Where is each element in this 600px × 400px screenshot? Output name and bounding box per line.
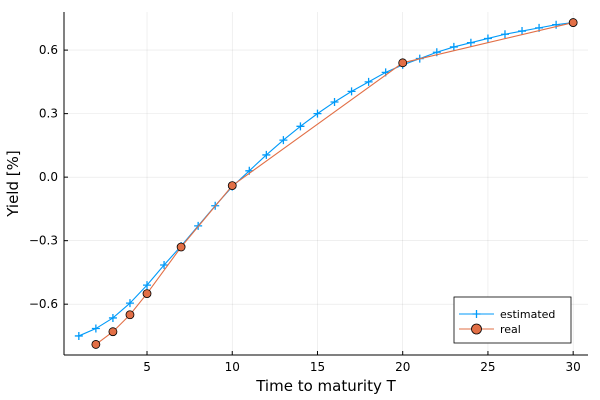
data-point-estimated	[449, 42, 458, 51]
x-tick-label: 25	[480, 360, 495, 374]
data-point-estimated	[483, 34, 492, 43]
data-point-real	[398, 58, 408, 68]
legend-real-label: real	[500, 323, 521, 336]
data-point-real	[108, 327, 118, 337]
data-point-estimated	[296, 122, 305, 131]
data-point-estimated	[160, 261, 169, 270]
legend-box	[453, 296, 572, 344]
data-point-estimated	[74, 331, 83, 340]
data-point-real	[227, 181, 237, 191]
data-point-real	[91, 340, 101, 349]
data-point-real	[125, 310, 135, 320]
y-tick-label: −0.3	[29, 234, 58, 248]
data-point-estimated	[279, 136, 288, 145]
x-tick-label: 10	[225, 360, 240, 374]
data-point-estimated	[125, 299, 134, 308]
y-tick-label: 0.0	[39, 170, 58, 184]
y-tick-label: −0.6	[29, 297, 58, 311]
data-point-estimated	[364, 77, 373, 86]
data-point-estimated	[91, 324, 100, 333]
ticks: 5 10 15 20 25 30 −0.6 −0.3 0.0 0.3 0.6	[29, 43, 581, 374]
data-point-estimated	[262, 150, 271, 159]
legend: estimated real	[453, 296, 572, 344]
x-axis-label: Time to maturity T	[255, 377, 396, 395]
data-point-estimated	[518, 27, 527, 36]
x-tick-label: 30	[566, 360, 581, 374]
axes	[63, 12, 588, 356]
series-line-estimated	[78, 22, 574, 337]
data-point-real	[176, 242, 186, 252]
data-point-estimated	[500, 30, 509, 39]
series-layer	[74, 18, 578, 349]
data-point-estimated	[466, 38, 475, 47]
y-tick-label: 0.6	[39, 43, 58, 57]
x-tick-label: 15	[310, 360, 325, 374]
data-point-estimated	[330, 97, 339, 106]
legend-estimated-marker	[472, 310, 481, 318]
data-point-real	[142, 289, 152, 298]
data-point-estimated	[143, 281, 152, 290]
legend-real-marker	[471, 323, 482, 335]
data-point-real	[568, 18, 578, 27]
x-tick-label: 5	[143, 360, 151, 374]
data-point-estimated	[108, 313, 117, 322]
y-tick-label: 0.3	[39, 107, 58, 121]
data-point-estimated	[313, 109, 322, 118]
data-point-estimated	[347, 87, 356, 96]
y-axis-label: Yield [%]	[4, 150, 22, 217]
legend-estimated-label: estimated	[500, 308, 555, 321]
x-tick-label: 20	[395, 360, 410, 374]
data-point-estimated	[552, 20, 561, 29]
